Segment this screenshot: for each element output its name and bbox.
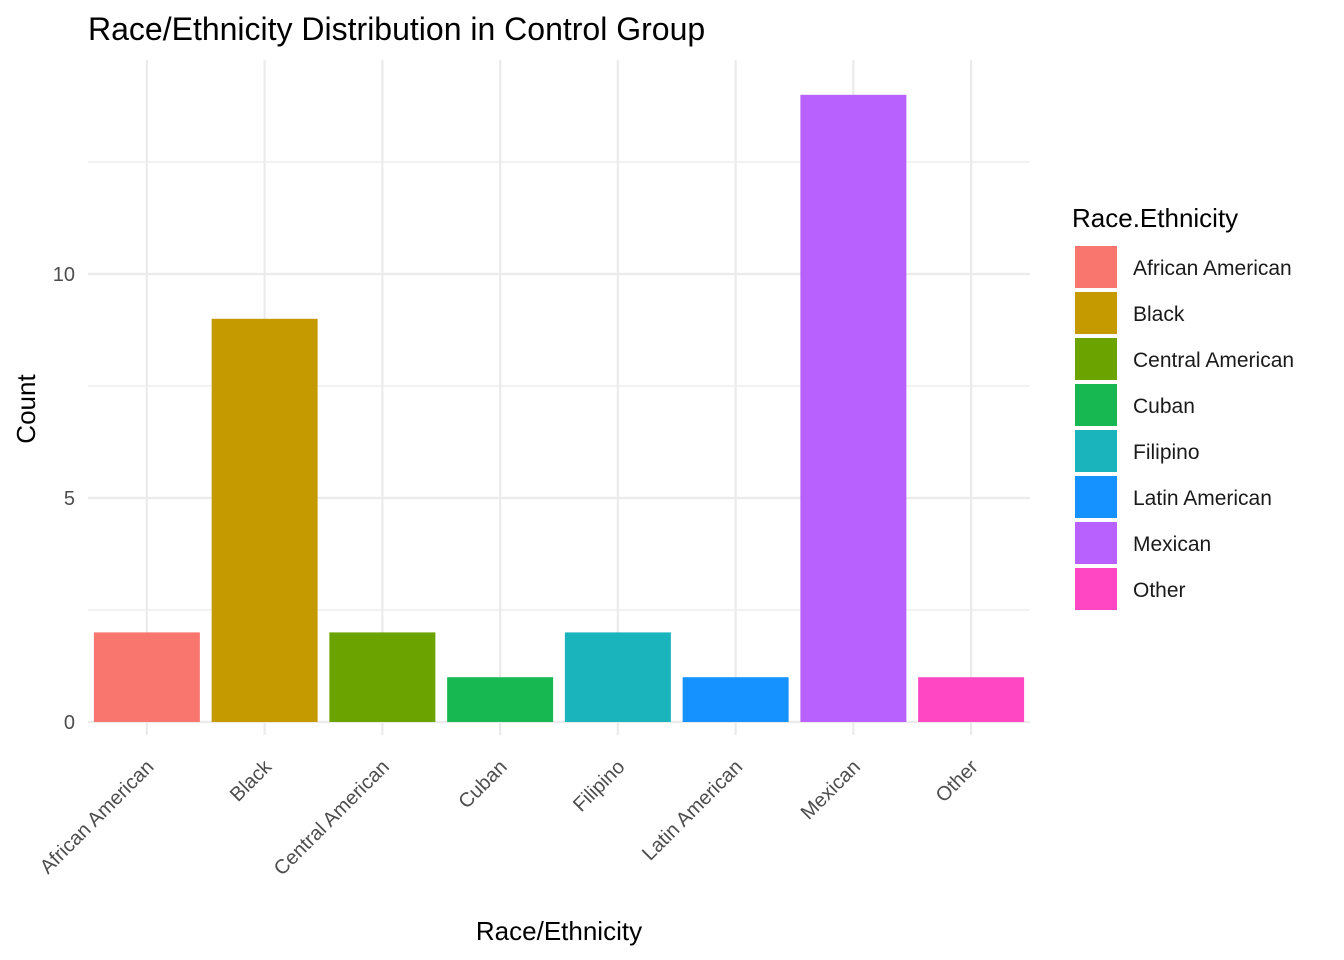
legend-swatch — [1075, 568, 1117, 610]
legend-item-cuban: Cuban — [1075, 384, 1195, 426]
x-tick-label-cuban: Cuban — [454, 756, 511, 813]
bar-african-american — [93, 632, 200, 722]
y-axis-ticks: 0 5 10 — [53, 264, 75, 734]
bar-other — [918, 677, 1025, 722]
legend-title: Race.Ethnicity — [1072, 203, 1238, 233]
legend-label: Mexican — [1133, 533, 1211, 556]
x-axis-title: Race/Ethnicity — [476, 916, 642, 946]
legend-item-latin-american: Latin American — [1075, 476, 1272, 518]
legend-swatch — [1075, 246, 1117, 288]
x-tick-label-filipino: Filipino — [569, 756, 629, 816]
legend-label: Other — [1133, 579, 1186, 602]
legend-item-mexican: Mexican — [1075, 522, 1211, 564]
legend-label: Latin American — [1133, 487, 1272, 510]
y-axis-title: Count — [11, 374, 41, 444]
x-tick-label-central-american: Central American — [270, 756, 394, 880]
x-tick-label-black: Black — [226, 755, 277, 806]
legend-label: Black — [1133, 303, 1185, 326]
bar-latin-american — [682, 677, 789, 722]
legend-item-other: Other — [1075, 568, 1186, 610]
legend-item-filipino: Filipino — [1075, 430, 1200, 472]
legend-swatch — [1075, 338, 1117, 380]
legend-label: Central American — [1133, 349, 1294, 372]
bar-mexican — [800, 94, 907, 723]
legend-swatch — [1075, 430, 1117, 472]
bar-cuban — [447, 677, 554, 722]
legend-swatch — [1075, 292, 1117, 334]
legend: Race.Ethnicity African American Black Cent… — [1072, 203, 1294, 610]
legend-label: African American — [1133, 257, 1292, 280]
bar-central-american — [329, 632, 436, 722]
y-tick-label: 0 — [64, 712, 75, 734]
legend-label: Filipino — [1133, 441, 1200, 464]
x-tick-label-latin-american: Latin American — [638, 756, 747, 865]
bar-black — [211, 318, 318, 722]
x-tick-label-mexican: Mexican — [797, 756, 865, 824]
legend-label: Cuban — [1133, 395, 1195, 418]
x-tick-label-african-american: African American — [36, 756, 158, 878]
legend-swatch — [1075, 522, 1117, 564]
legend-items: African American Black Central American Cub… — [1075, 246, 1294, 610]
y-tick-label: 10 — [53, 264, 75, 286]
legend-swatch — [1075, 384, 1117, 426]
legend-item-african-american: African American — [1075, 246, 1292, 288]
chart-title: Race/Ethnicity Distribution in Control G… — [88, 11, 705, 47]
legend-item-black: Black — [1075, 292, 1185, 334]
bars — [93, 94, 1025, 723]
legend-swatch — [1075, 476, 1117, 518]
y-tick-label: 5 — [64, 488, 75, 510]
x-tick-label-other: Other — [932, 756, 983, 807]
legend-item-central-american: Central American — [1075, 338, 1294, 380]
bar-filipino — [564, 632, 671, 722]
